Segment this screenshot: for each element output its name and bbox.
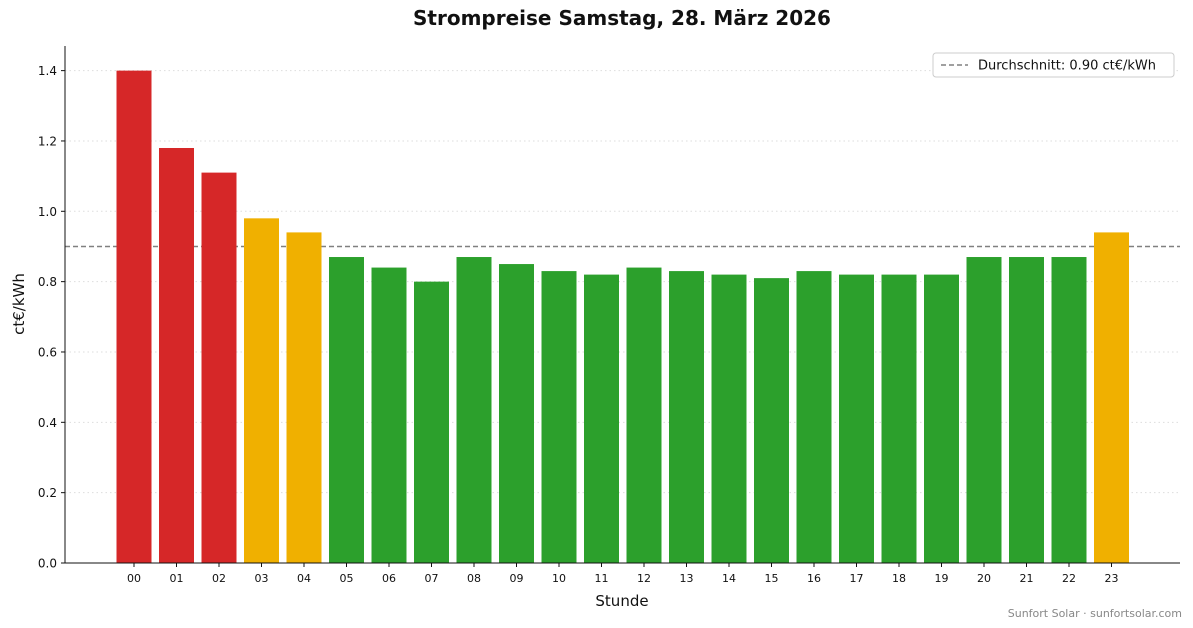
x-tick-label: 05	[340, 572, 354, 585]
bar-hour-12	[626, 267, 662, 563]
bar-hour-16	[796, 271, 832, 563]
x-tick-label: 20	[977, 572, 991, 585]
x-tick-label: 21	[1020, 572, 1034, 585]
x-tick-label: 15	[765, 572, 779, 585]
bar-hour-17	[839, 274, 874, 563]
bar-hour-04	[286, 232, 322, 563]
bar-hour-11	[584, 274, 619, 563]
x-tick-label: 11	[595, 572, 609, 585]
bar-hour-07	[414, 281, 449, 563]
x-tick-label: 22	[1062, 572, 1076, 585]
bar-hour-19	[924, 274, 959, 563]
x-tick-label: 02	[212, 572, 226, 585]
x-tick-label: 09	[510, 572, 524, 585]
x-tick-label: 12	[637, 572, 651, 585]
x-tick-label: 03	[255, 572, 269, 585]
bar-hour-09	[499, 264, 534, 563]
x-tick-label: 08	[467, 572, 481, 585]
bar-hour-22	[1051, 257, 1087, 563]
x-axis-label: Stunde	[595, 592, 648, 610]
x-tick-label: 18	[892, 572, 906, 585]
bar-hour-20	[966, 257, 1002, 563]
axes	[64, 46, 1180, 564]
bars	[116, 70, 1129, 564]
x-tick-label: 19	[935, 572, 949, 585]
y-tick-label: 0.2	[38, 486, 57, 500]
chart-title: Strompreise Samstag, 28. März 2026	[413, 6, 831, 30]
bar-hour-06	[371, 267, 407, 563]
bar-hour-13	[669, 271, 704, 563]
bar-hour-15	[754, 278, 789, 563]
y-axis-label: ct€/kWh	[10, 273, 28, 335]
credit-text: Sunfort Solar · sunfortsolar.com	[1008, 607, 1182, 620]
x-tick-label: 13	[680, 572, 694, 585]
y-tick-label: 1.0	[38, 205, 57, 219]
x-tick-label: 00	[127, 572, 141, 585]
x-ticks: 00 01 02 03 04 05 06 07 08 09 10 11 12 13 14 15 16 17 18 19…	[127, 563, 1119, 585]
x-tick-label: 10	[552, 572, 566, 585]
x-tick-label: 06	[382, 572, 396, 585]
bar-hour-02	[201, 172, 237, 563]
legend-box	[932, 52, 1175, 78]
x-tick-label: 14	[722, 572, 736, 585]
bar-hour-21	[1009, 257, 1044, 563]
x-tick-label: 16	[807, 572, 821, 585]
y-tick-label: 1.2	[38, 134, 57, 148]
bar-hour-23	[1094, 232, 1129, 563]
y-tick-label: 0.0	[38, 557, 57, 571]
y-tick-label: 0.4	[38, 416, 57, 430]
bar-hour-01	[159, 147, 194, 563]
x-tick-label: 23	[1105, 572, 1119, 585]
bar-hour-03	[244, 218, 279, 564]
x-tick-label: 04	[297, 572, 311, 585]
legend-average-label: Durchschnitt: 0.90 ct€/kWh	[978, 59, 1156, 74]
y-tick-label: 0.8	[38, 275, 57, 289]
bar-hour-14	[711, 274, 747, 563]
bar-hour-10	[541, 271, 577, 563]
legend: Durchschnitt: 0.90 ct€/kWh	[932, 52, 1175, 78]
x-tick-label: 07	[425, 572, 439, 585]
bar-hour-05	[329, 257, 364, 563]
y-ticks: 0.0 0.2 0.4 0.6 0.8 1.0 1.2 1.4	[38, 64, 65, 571]
y-tick-label: 1.4	[38, 64, 57, 78]
x-tick-label: 01	[170, 572, 184, 585]
y-tick-label: 0.6	[38, 345, 57, 359]
bar-hour-00	[116, 70, 152, 563]
bar-hour-08	[456, 257, 492, 563]
bar-hour-18	[881, 274, 917, 563]
x-tick-label: 17	[850, 572, 864, 585]
